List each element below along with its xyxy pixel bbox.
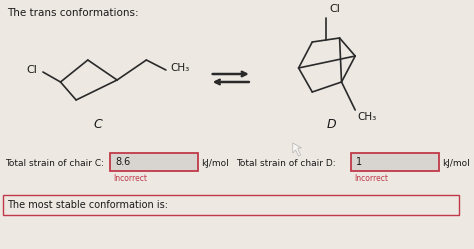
Polygon shape bbox=[293, 143, 301, 156]
Text: C: C bbox=[93, 118, 102, 131]
Text: CH₃: CH₃ bbox=[171, 63, 190, 73]
Bar bbox=[110, 153, 198, 171]
Text: The most stable conformation is:: The most stable conformation is: bbox=[7, 200, 168, 210]
Text: Incorrect: Incorrect bbox=[113, 174, 147, 183]
Text: D: D bbox=[327, 118, 337, 131]
Text: Incorrect: Incorrect bbox=[354, 174, 388, 183]
Text: Total strain of chair D:: Total strain of chair D: bbox=[236, 159, 336, 168]
Text: Cl: Cl bbox=[330, 4, 341, 14]
Text: The trans conformations:: The trans conformations: bbox=[7, 8, 138, 18]
Text: Cl: Cl bbox=[26, 65, 37, 75]
Text: kJ/mol: kJ/mol bbox=[201, 159, 229, 168]
Bar bbox=[3, 195, 459, 215]
Text: 1: 1 bbox=[356, 157, 362, 167]
Text: Total strain of chair C:: Total strain of chair C: bbox=[5, 159, 104, 168]
Text: kJ/mol: kJ/mol bbox=[442, 159, 470, 168]
Text: 8.6: 8.6 bbox=[115, 157, 130, 167]
Bar bbox=[351, 153, 439, 171]
Text: CH₃: CH₃ bbox=[357, 112, 376, 122]
